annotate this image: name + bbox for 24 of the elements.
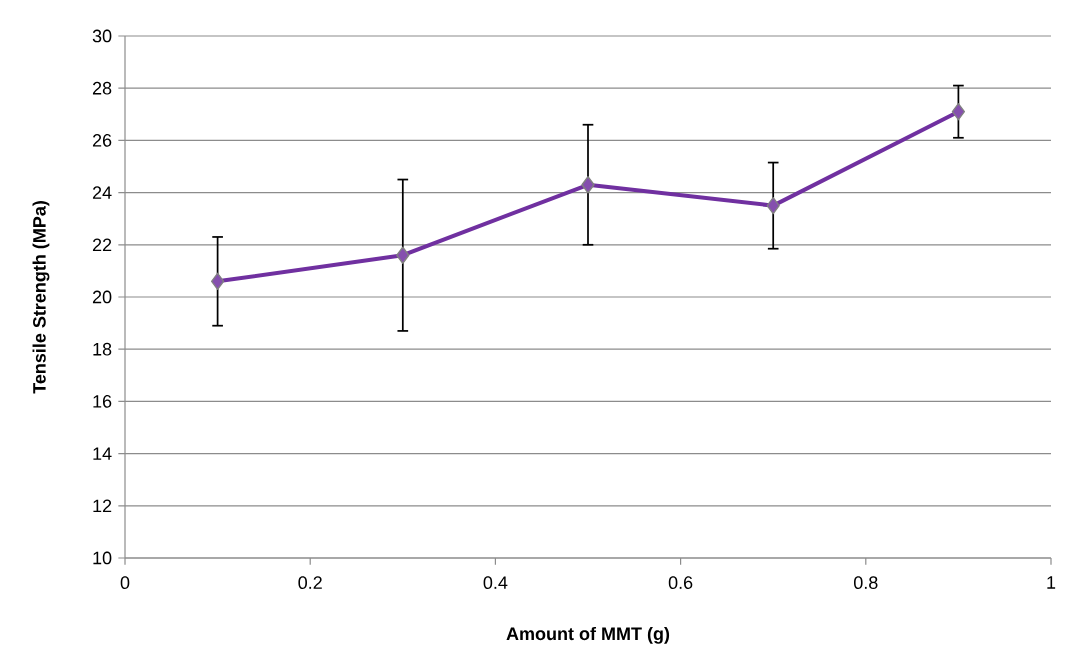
point <box>766 196 780 215</box>
x-tick-label: 0 <box>120 576 130 589</box>
y-tick-label: 18 <box>93 342 112 356</box>
point <box>581 176 595 194</box>
x-tick-label: 1 <box>1047 576 1056 589</box>
x-tick-label: 0.8 <box>854 576 878 589</box>
x-tick-label: 0.4 <box>483 576 508 589</box>
y-tick-label: 24 <box>92 186 112 199</box>
y-axis-title: Tensile Strength (MPa) <box>32 201 50 394</box>
y-tick-label: 16 <box>93 395 112 408</box>
x-axis-title: Amount of MMT (g) <box>506 626 670 644</box>
x-tick-label: 0.2 <box>298 576 322 589</box>
y-tick-label: 20 <box>92 290 112 304</box>
y-tick-label: 30 <box>92 29 112 43</box>
y-tick-label: 22 <box>92 238 112 252</box>
point <box>210 272 225 290</box>
y-tick-label: 28 <box>92 81 112 95</box>
y-tick-label: 12 <box>93 499 112 513</box>
x-tick-label: 0.6 <box>668 576 693 589</box>
y-tick-label: 10 <box>93 551 112 565</box>
point <box>396 246 410 264</box>
y-tick-label: 14 <box>93 447 112 460</box>
point <box>951 103 966 121</box>
y-tick-label: 26 <box>92 134 112 147</box>
